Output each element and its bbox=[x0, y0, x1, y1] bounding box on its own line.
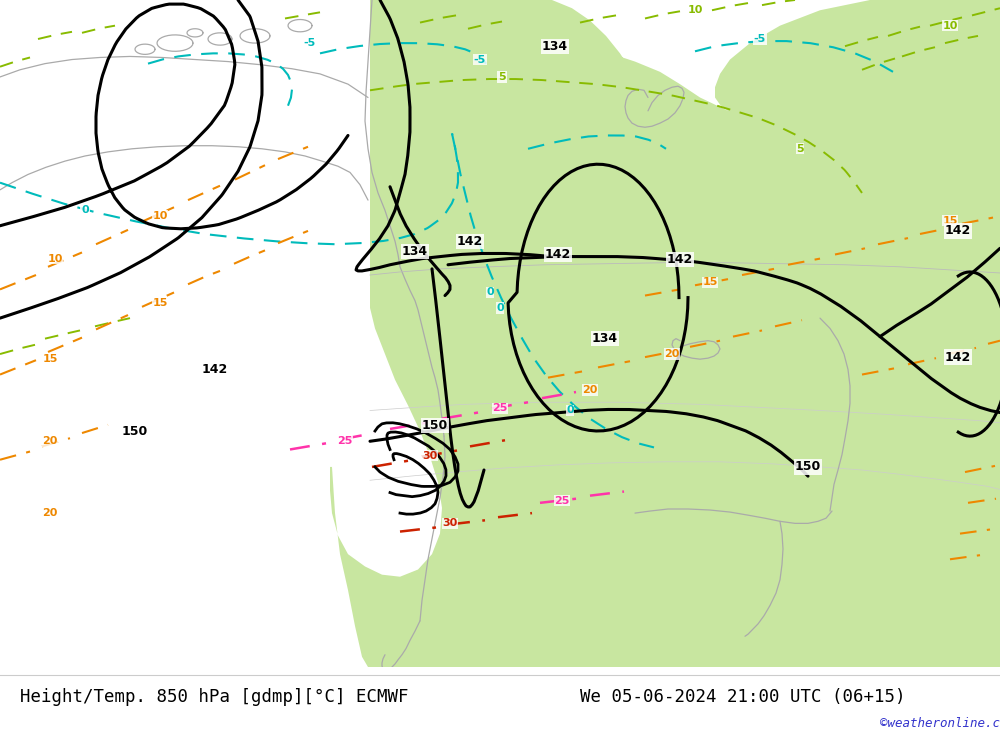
Text: 25: 25 bbox=[492, 403, 508, 413]
Text: 10: 10 bbox=[47, 254, 63, 264]
Text: 150: 150 bbox=[122, 424, 148, 438]
Text: 0: 0 bbox=[496, 303, 504, 313]
Text: 142: 142 bbox=[202, 363, 228, 376]
Text: -5: -5 bbox=[304, 38, 316, 48]
Text: -5: -5 bbox=[474, 54, 486, 65]
Text: 20: 20 bbox=[42, 436, 58, 446]
Text: 10: 10 bbox=[152, 210, 168, 221]
Text: 25: 25 bbox=[337, 436, 353, 446]
Text: 0: 0 bbox=[81, 205, 89, 216]
Text: 150: 150 bbox=[422, 419, 448, 432]
Polygon shape bbox=[868, 0, 1000, 185]
Text: 20: 20 bbox=[664, 349, 680, 359]
Text: 0: 0 bbox=[566, 405, 574, 416]
Text: 30: 30 bbox=[442, 518, 458, 528]
Text: ©weatheronline.co.uk: ©weatheronline.co.uk bbox=[880, 717, 1000, 729]
Text: 5: 5 bbox=[498, 72, 506, 82]
Text: 30: 30 bbox=[422, 451, 438, 460]
Text: 15: 15 bbox=[42, 354, 58, 364]
Text: 20: 20 bbox=[582, 385, 598, 395]
Text: 10: 10 bbox=[687, 5, 703, 15]
Text: We 05-06-2024 21:00 UTC (06+15): We 05-06-2024 21:00 UTC (06+15) bbox=[580, 688, 906, 706]
Text: 142: 142 bbox=[667, 253, 693, 266]
Text: 134: 134 bbox=[592, 332, 618, 345]
Text: 15: 15 bbox=[942, 216, 958, 226]
Text: 142: 142 bbox=[545, 248, 571, 261]
Text: 142: 142 bbox=[945, 350, 971, 364]
Text: 25: 25 bbox=[554, 496, 570, 506]
Text: Height/Temp. 850 hPa [gdmp][°C] ECMWF: Height/Temp. 850 hPa [gdmp][°C] ECMWF bbox=[20, 688, 409, 706]
Text: -5: -5 bbox=[754, 34, 766, 44]
Text: 10: 10 bbox=[942, 21, 958, 31]
Polygon shape bbox=[330, 0, 1000, 667]
Text: 15: 15 bbox=[152, 298, 168, 308]
Text: 134: 134 bbox=[542, 40, 568, 53]
Text: 20: 20 bbox=[42, 508, 58, 518]
Text: 142: 142 bbox=[457, 235, 483, 248]
Text: 134: 134 bbox=[402, 245, 428, 258]
Text: 15: 15 bbox=[702, 277, 718, 287]
Text: 0: 0 bbox=[486, 287, 494, 298]
Text: 142: 142 bbox=[945, 224, 971, 237]
Text: 5: 5 bbox=[796, 144, 804, 154]
Text: 150: 150 bbox=[795, 460, 821, 474]
